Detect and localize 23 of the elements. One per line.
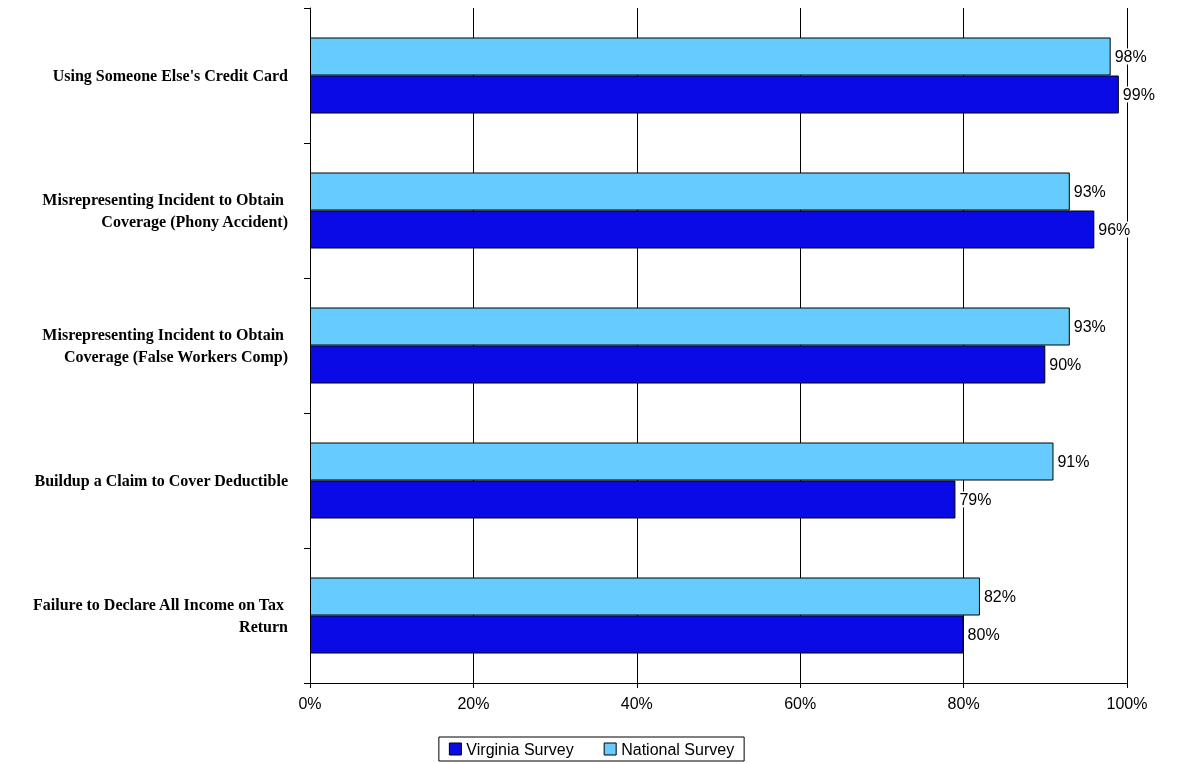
- data-label: 91%: [1057, 453, 1090, 470]
- data-label: 98%: [1114, 48, 1147, 65]
- x-tick-label: 0%: [298, 694, 322, 712]
- legend-label: Virginia Survey: [466, 740, 574, 758]
- data-label: 90%: [1049, 356, 1082, 373]
- data-label: 93%: [1073, 183, 1106, 200]
- x-tick-label: 100%: [1106, 694, 1148, 712]
- y-tick-label: Misrepresenting Incident to Obtain Coverage (Phony Accident): [42, 191, 288, 231]
- x-tick-label: 20%: [457, 694, 490, 712]
- legend-label: National Survey: [621, 740, 735, 758]
- x-tick-label: 80%: [947, 694, 980, 712]
- x-tick-label: 60%: [784, 694, 817, 712]
- data-label: 99%: [1122, 86, 1155, 103]
- data-label: 96%: [1098, 221, 1131, 238]
- x-tick-label: 40%: [620, 694, 653, 712]
- data-label: 82%: [983, 588, 1016, 605]
- data-label: 80%: [967, 626, 1000, 643]
- y-tick-label: Using Someone Else's Credit Card: [52, 67, 289, 85]
- data-label: 93%: [1073, 318, 1106, 335]
- y-tick-label: Misrepresenting Incident to Obtain Coverage (False Workers Comp): [42, 326, 288, 366]
- data-label: 79%: [959, 491, 992, 508]
- y-tick-label: Failure to Declare All Income on Tax Return: [33, 596, 289, 635]
- y-tick-label: Buildup a Claim to Cover Deductible: [34, 472, 288, 490]
